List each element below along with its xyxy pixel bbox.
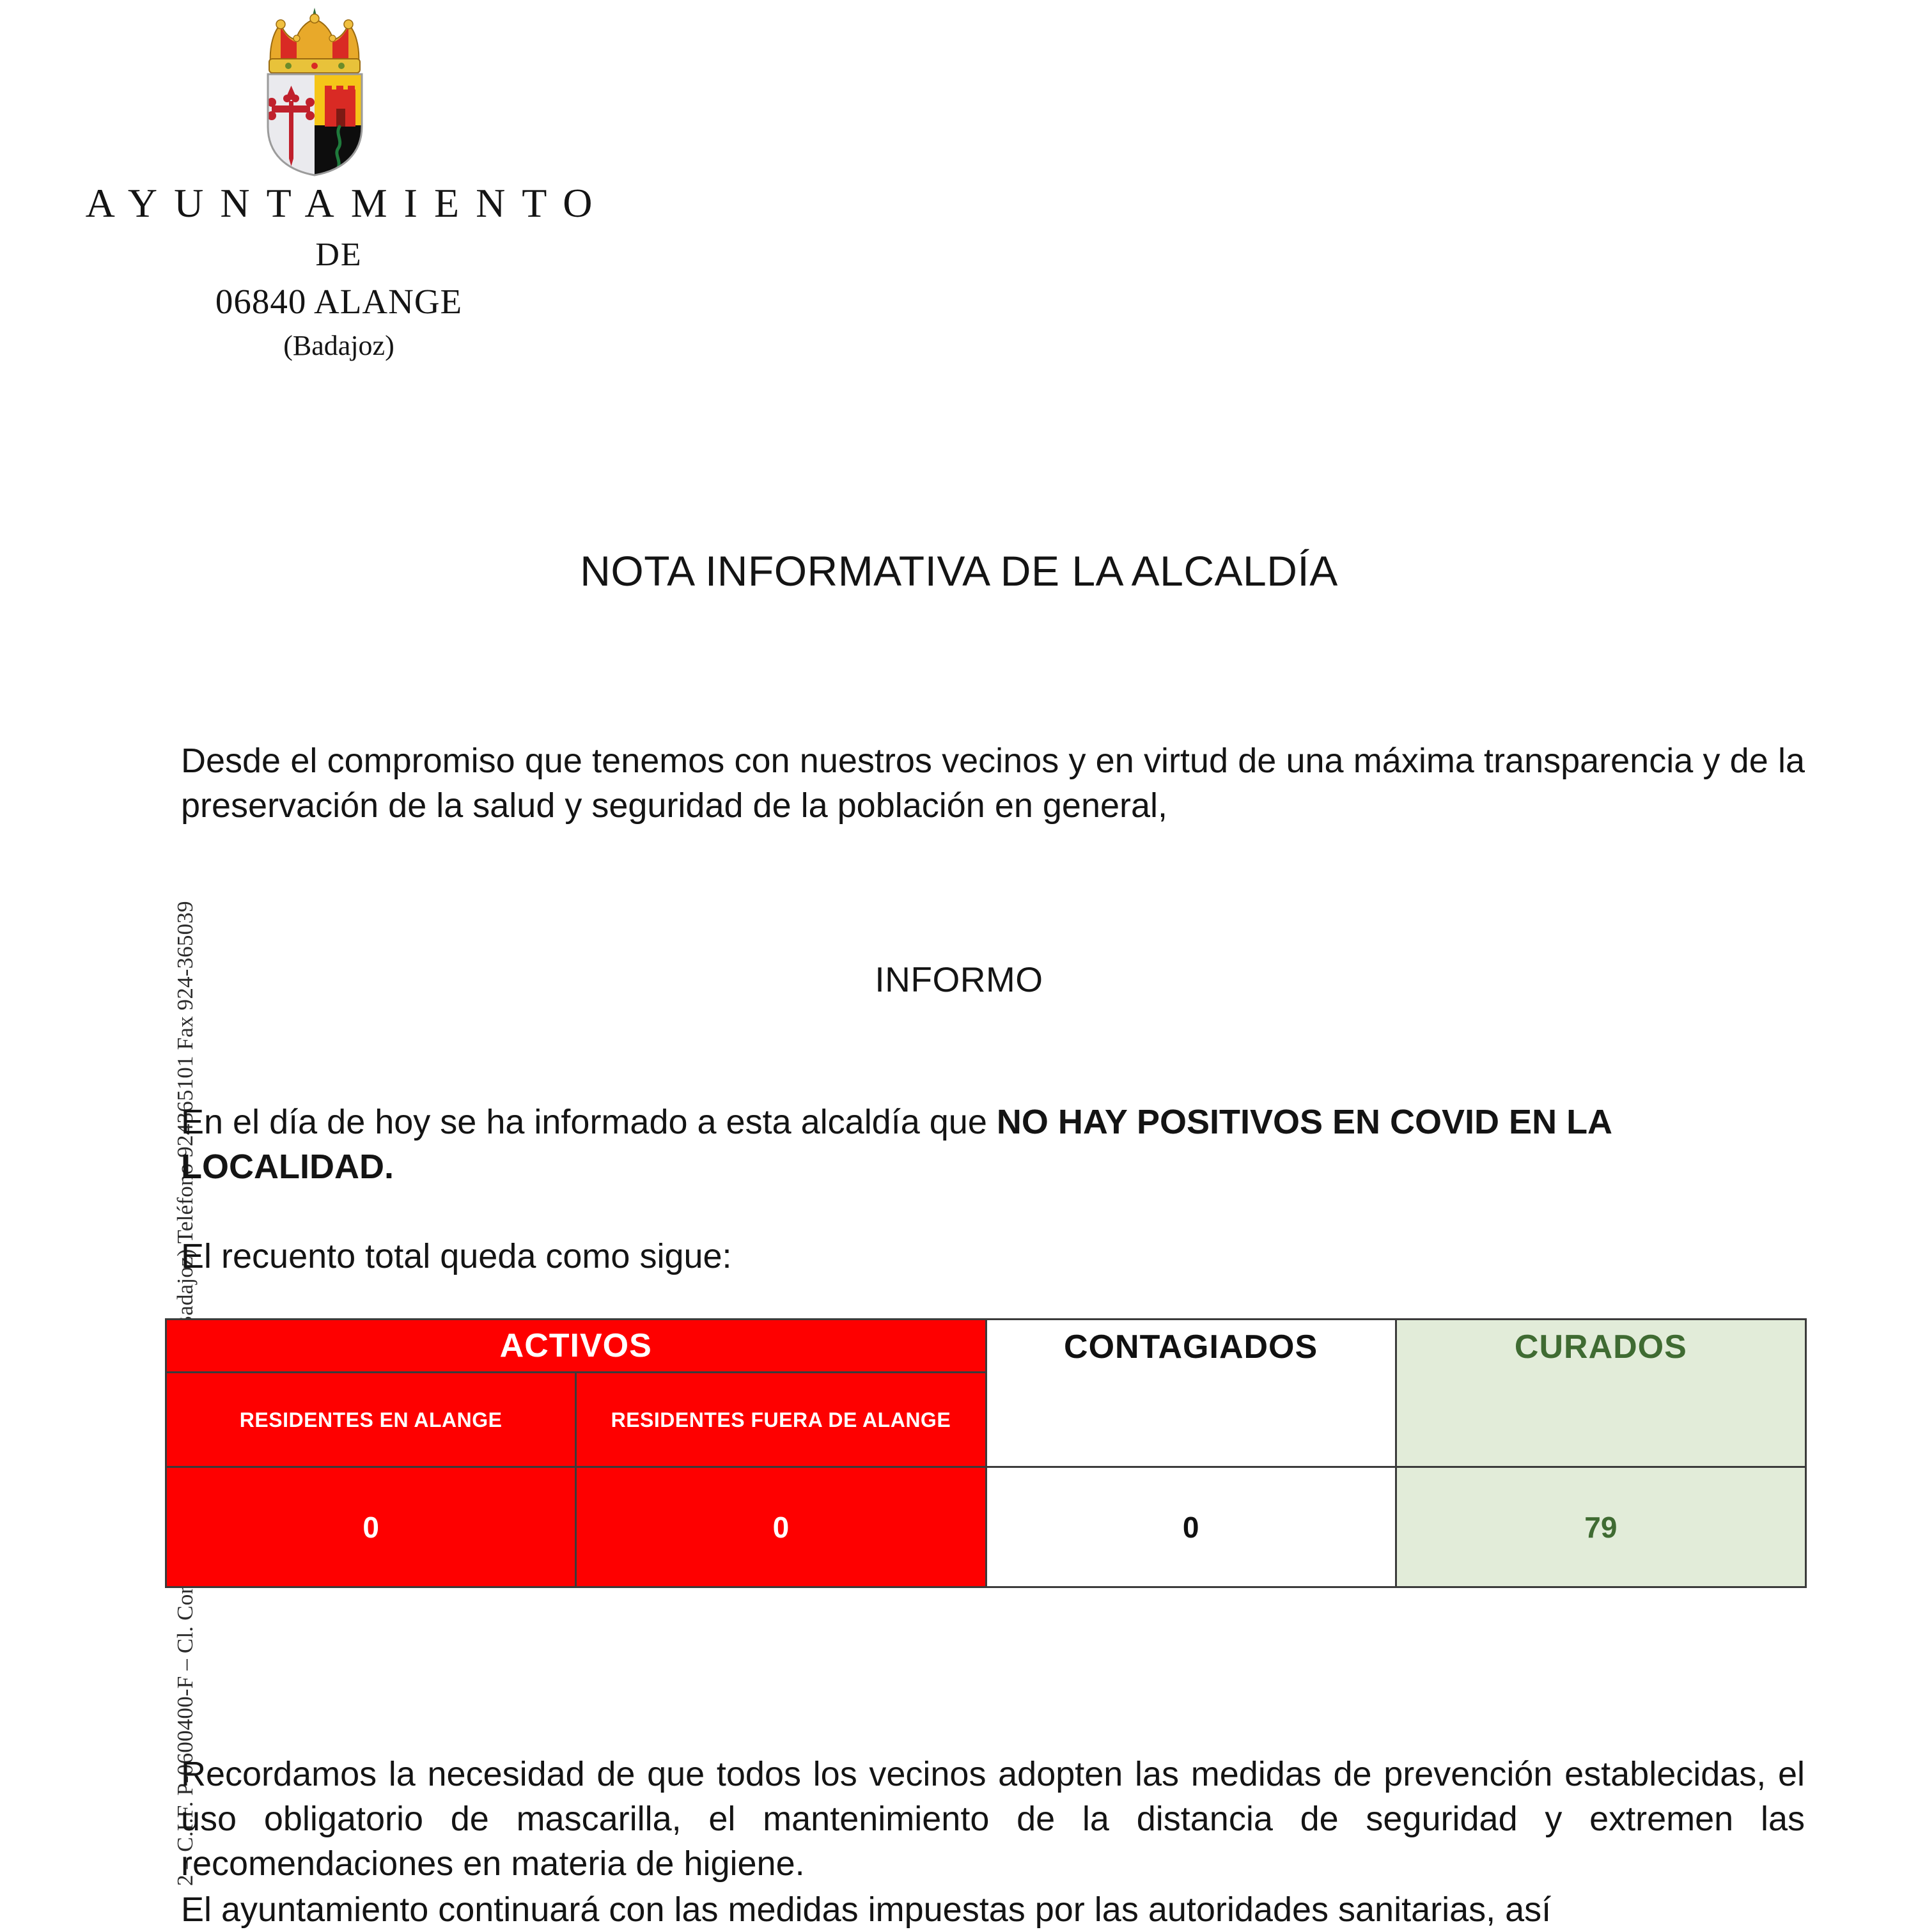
intro-paragraph: Desde el compromiso que tenemos con nues… (181, 742, 1805, 825)
header-curados-label: CURADOS (1514, 1328, 1687, 1366)
table-row: ACTIVOS CONTAGIADOS CURADOS (165, 1318, 1807, 1468)
letterhead: AYUNTAMIENTO DE 06840 ALANGE (Badajoz) (0, 0, 678, 362)
alange-coat-of-arms-icon (267, 8, 363, 176)
counts-table-wrapper: ACTIVOS CONTAGIADOS CURADOS RESIDENTES E… (164, 1318, 1807, 1588)
table-row: 0 0 0 79 (164, 1466, 1807, 1588)
header-contagiados: CONTAGIADOS (985, 1318, 1397, 1468)
header-contagiados-spacer (987, 1372, 1395, 1465)
statement-bold: NO HAY POSITIVOS EN COVID EN LA LOCALIDA… (181, 1103, 1612, 1187)
statement-lead: En el día de hoy se ha informado a esta … (181, 1103, 997, 1141)
value-contagiados: 0 (985, 1466, 1397, 1588)
organization-name: AYUNTAMIENTO (85, 180, 609, 226)
table-intro: El recuento total queda como sigue: (181, 1237, 732, 1275)
header-curados-spacer (1397, 1372, 1805, 1465)
organization-of: DE (315, 237, 363, 274)
statement-paragraph: En el día de hoy se ha informado a esta … (181, 1100, 1805, 1189)
subheader-residentes-fuera-alange: RESIDENTES FUERA DE ALANGE (575, 1371, 987, 1468)
value-activos-residentes-fuera: 0 (575, 1466, 987, 1588)
organization-province: (Badajoz) (283, 330, 394, 362)
page-title: NOTA INFORMATIVA DE LA ALCALDÍA (580, 547, 1338, 595)
header-contagiados-label: CONTAGIADOS (1064, 1328, 1318, 1366)
subheader-residentes-en-alange: RESIDENTES EN ALANGE (164, 1371, 577, 1468)
counts-table: ACTIVOS CONTAGIADOS CURADOS RESIDENTES E… (164, 1318, 1807, 1588)
value-curados: 79 (1394, 1466, 1807, 1588)
value-activos-residentes-en: 0 (164, 1466, 577, 1588)
recommendation-paragraph: Recordamos la necesidad de que todos los… (181, 1755, 1805, 1883)
header-curados: CURADOS (1394, 1318, 1807, 1468)
declaration-heading: INFORMO (875, 960, 1043, 999)
continuation-paragraph: El ayuntamiento continuará con las medid… (181, 1890, 1552, 1929)
organization-municipality: 06840 ALANGE (215, 282, 463, 322)
table-row: RESIDENTES EN ALANGE RESIDENTES FUERA DE… (164, 1371, 1806, 1468)
header-activos: ACTIVOS (165, 1318, 987, 1373)
